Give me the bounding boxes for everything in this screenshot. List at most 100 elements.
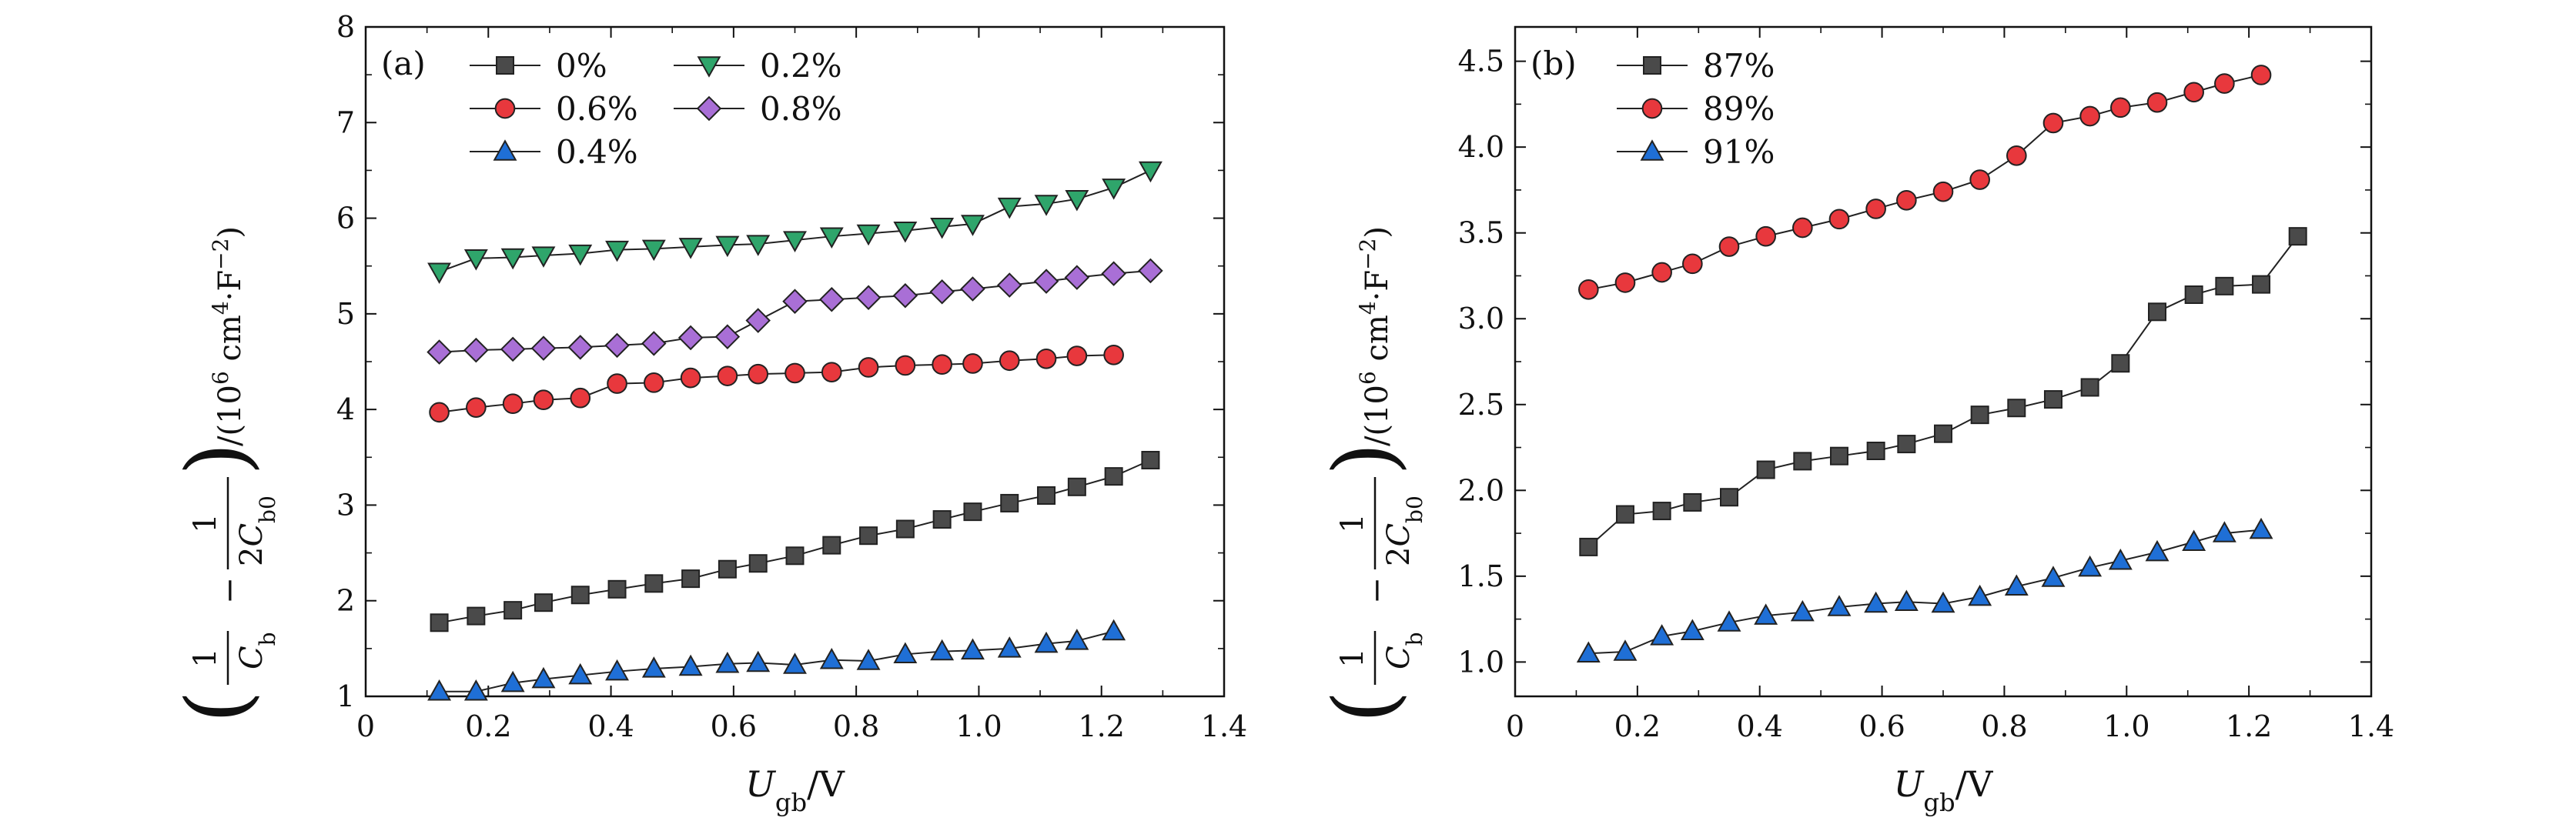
data-point [783, 231, 807, 252]
chart-panel-b: 0 0.2 0.4 0.6 0.8 1.0 1.2 1.4 1.0 1.5 2.0 2.5 3.0 3.5… [1315, 25, 2394, 817]
data-point [1682, 253, 1703, 275]
data-point [855, 285, 882, 310]
data-point [1101, 261, 1126, 286]
data-point [1896, 189, 1917, 211]
data-point [718, 559, 737, 579]
data-point [1970, 405, 1989, 425]
data-point [819, 227, 844, 249]
legend: 87% 89% 91% [1617, 47, 1775, 171]
data-point [963, 502, 982, 522]
legend-marker [696, 95, 722, 122]
data-point [2079, 105, 2100, 127]
x-tick-label: 1.0 [2103, 709, 2149, 743]
data-point [463, 249, 488, 271]
data-point [962, 353, 983, 374]
data-point [893, 642, 918, 664]
data-point [678, 238, 703, 259]
x-axis-label: Ugb/V [745, 763, 845, 817]
data-point [748, 554, 768, 573]
data-point [1897, 435, 1916, 454]
data-point [2078, 555, 2103, 577]
data-point [1755, 225, 1776, 247]
y-tick-label: 3.0 [1458, 302, 1504, 335]
y-label-paren-left: ( [168, 690, 266, 723]
data-point [427, 262, 452, 284]
x-axis-label: Ugb/V [1894, 763, 1993, 817]
data-point [570, 387, 591, 409]
data-point [644, 574, 664, 593]
data-point [1000, 493, 1019, 512]
data-point [503, 601, 523, 620]
data-point [2004, 574, 2029, 596]
data-point [821, 362, 842, 382]
y-label-num2: 1 [188, 513, 223, 532]
y-tick-label: 2.0 [1458, 473, 1504, 507]
y-tick-label: 1.5 [1458, 559, 1504, 593]
y-label-den2: 2Cb0 [234, 496, 280, 566]
data-point [1615, 505, 1634, 524]
data-point [997, 636, 1022, 658]
data-point [1103, 344, 1124, 365]
y-tick-label: 8 [336, 10, 355, 44]
data-point [932, 510, 952, 529]
data-point [748, 363, 769, 385]
data-point [1969, 169, 1990, 190]
series-0.6% [429, 344, 1124, 423]
data-point [999, 350, 1020, 372]
legend-label: 0.4% [556, 133, 638, 171]
data-point [531, 666, 556, 689]
data-point [929, 279, 955, 305]
data-point [714, 324, 741, 349]
y-label-den2: 2Cb0 [1381, 496, 1427, 566]
data-point [782, 289, 808, 314]
data-point [1680, 619, 1705, 640]
x-tick-label: 0.8 [1981, 709, 2027, 743]
data-point [717, 365, 738, 386]
data-point [1864, 591, 1889, 613]
data-point [533, 389, 554, 411]
data-point [2250, 65, 2272, 85]
legend-marker [1640, 139, 1664, 161]
y-tick-label: 6 [336, 202, 355, 235]
data-point [746, 650, 771, 672]
legend-label: 91% [1703, 133, 1775, 171]
data-point [2212, 521, 2236, 542]
data-point [607, 579, 627, 599]
data-point [819, 286, 845, 312]
y-tick-label: 3.5 [1458, 216, 1504, 250]
legend-label: 0.2% [760, 47, 842, 85]
data-point [2080, 378, 2099, 397]
data-point [678, 654, 703, 676]
data-point [892, 282, 918, 309]
x-tick-label: 0.2 [1614, 709, 1661, 743]
data-point [534, 593, 553, 612]
panel-label: (b) [1531, 45, 1577, 82]
data-point [745, 308, 771, 333]
y-tick-label: 1.0 [1458, 645, 1504, 679]
data-point [783, 652, 807, 674]
data-point [856, 649, 881, 670]
data-point [1066, 345, 1088, 366]
data-point [893, 222, 918, 243]
data-point [1932, 181, 1954, 202]
data-point [856, 224, 881, 246]
data-point [680, 367, 701, 389]
data-point [463, 337, 489, 363]
data-point [2215, 276, 2234, 295]
legend-marker [496, 56, 514, 75]
data-point [2182, 529, 2206, 551]
data-point [1827, 595, 1852, 616]
data-point [1102, 619, 1126, 641]
x-tick-label: 0.6 [711, 709, 757, 743]
y-label-num1: 1 [188, 648, 223, 667]
data-point [567, 335, 594, 360]
y-tick-label: 1 [336, 679, 355, 713]
series-87% [1579, 227, 2307, 556]
data-point [930, 639, 955, 661]
data-point [1793, 452, 1812, 471]
series-89% [1577, 65, 2272, 300]
data-point [1034, 631, 1059, 653]
data-point [2007, 399, 2026, 418]
data-point [960, 276, 985, 302]
